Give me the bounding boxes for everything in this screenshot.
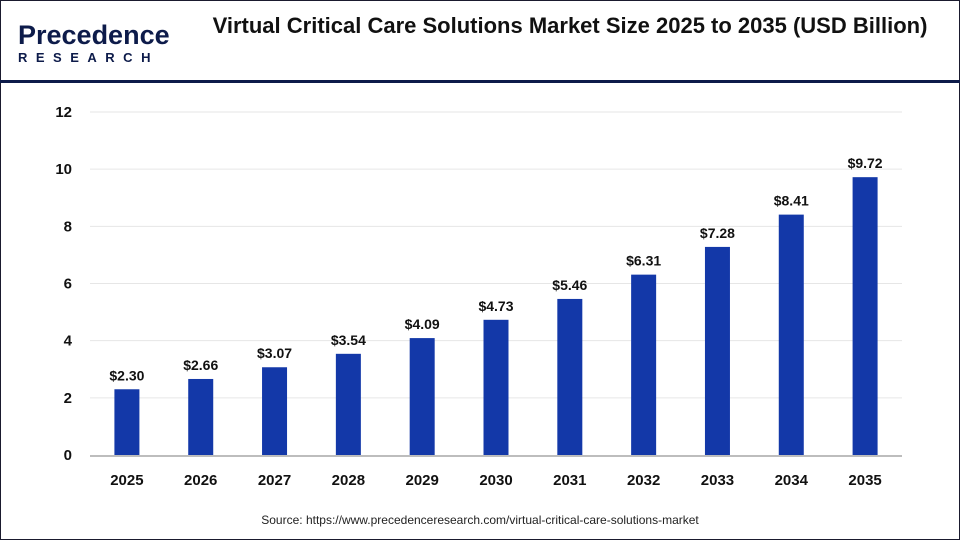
x-tick-label: 2034 bbox=[775, 472, 809, 489]
bar bbox=[409, 338, 435, 455]
chart-title: Virtual Critical Care Solutions Market S… bbox=[212, 13, 928, 38]
y-tick-label: 4 bbox=[64, 333, 73, 350]
data-label: $3.54 bbox=[331, 332, 366, 348]
x-tick-label: 2031 bbox=[553, 472, 586, 489]
logo: Precedence RESEARCH bbox=[18, 20, 170, 66]
data-label: $3.07 bbox=[257, 345, 292, 361]
y-tick-label: 6 bbox=[64, 276, 72, 293]
bar bbox=[704, 246, 730, 455]
bar bbox=[631, 274, 657, 455]
y-tick-label: 12 bbox=[55, 104, 72, 121]
y-tick-label: 0 bbox=[64, 447, 72, 464]
data-label: $9.72 bbox=[848, 155, 883, 171]
bar bbox=[188, 378, 214, 455]
bar bbox=[483, 319, 509, 455]
bar bbox=[852, 177, 878, 456]
x-tick-label: 2035 bbox=[848, 472, 881, 489]
x-tick-label: 2028 bbox=[332, 472, 365, 489]
bar bbox=[557, 298, 583, 455]
x-tick-label: 2026 bbox=[184, 472, 217, 489]
y-tick-label: 10 bbox=[55, 161, 72, 178]
x-tick-label: 2029 bbox=[405, 472, 438, 489]
x-tick-label: 2033 bbox=[701, 472, 734, 489]
bar bbox=[778, 214, 804, 455]
data-label: $8.41 bbox=[774, 193, 809, 209]
data-label: $2.30 bbox=[109, 367, 144, 383]
data-label: $2.66 bbox=[183, 357, 218, 373]
y-tick-label: 2 bbox=[64, 390, 72, 407]
data-label: $4.09 bbox=[405, 316, 440, 332]
data-label: $7.28 bbox=[700, 225, 735, 241]
header-divider bbox=[0, 80, 960, 83]
bar bbox=[262, 367, 288, 455]
x-tick-label: 2025 bbox=[110, 472, 143, 489]
source-note: Source: https://www.precedenceresearch.c… bbox=[261, 513, 699, 527]
x-tick-label: 2030 bbox=[479, 472, 512, 489]
data-label: $5.46 bbox=[552, 277, 587, 293]
bar bbox=[335, 353, 361, 455]
bar bbox=[114, 389, 140, 455]
logo-text: Precedence bbox=[18, 20, 170, 50]
data-label: $6.31 bbox=[626, 253, 661, 269]
x-tick-label: 2032 bbox=[627, 472, 660, 489]
logo-subtext: RESEARCH bbox=[18, 50, 159, 65]
x-tick-label: 2027 bbox=[258, 472, 291, 489]
y-tick-label: 8 bbox=[64, 218, 72, 235]
data-label: $4.73 bbox=[478, 298, 513, 314]
